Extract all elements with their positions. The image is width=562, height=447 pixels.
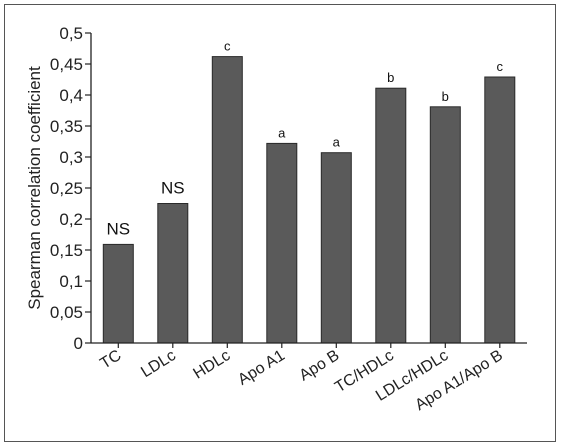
bar-4	[320, 152, 352, 344]
x-tick-label-3: Apo A1	[235, 347, 288, 389]
bars-layer	[102, 56, 516, 344]
bar-annotation-1: NS	[161, 179, 185, 198]
y-tick-label-3: 0,15	[50, 241, 83, 260]
x-tick-label-1: LDLc	[138, 347, 179, 381]
y-tick-label-1: 0,05	[50, 303, 83, 322]
bar-annotation-7: c	[497, 59, 504, 74]
x-tick-label-2: HDLc	[190, 347, 233, 383]
bar-6	[429, 106, 461, 344]
y-tick-label-5: 0,25	[50, 179, 83, 198]
bar-5	[375, 87, 407, 344]
bar-annotation-5: b	[387, 70, 394, 85]
y-tick-label-2: 0,1	[59, 272, 83, 291]
bar-1	[157, 203, 189, 344]
y-tick-label-0: 0	[74, 334, 83, 353]
bar-2	[211, 56, 243, 344]
axes-layer	[85, 32, 527, 348]
y-tick-label-7: 0,35	[50, 117, 83, 136]
y-axis-label: Spearman correlation coefficient	[25, 66, 44, 310]
bar-annotation-6: b	[442, 89, 449, 104]
bar-annotation-0: NS	[106, 219, 130, 238]
y-tick-label-10: 0,5	[59, 24, 83, 43]
bar-annotation-2: c	[224, 39, 231, 54]
bar-3	[266, 142, 298, 344]
y-tick-label-9: 0,45	[50, 55, 83, 74]
y-tick-label-6: 0,3	[59, 148, 83, 167]
y-tick-label-8: 0,4	[59, 86, 83, 105]
bar-7	[484, 76, 516, 344]
x-tick-label-0: TC	[97, 347, 124, 373]
bar-annotation-3: a	[278, 125, 286, 140]
y-tick-label-4: 0,2	[59, 210, 83, 229]
bar-0	[102, 243, 134, 344]
bar-annotation-4: a	[333, 135, 341, 150]
